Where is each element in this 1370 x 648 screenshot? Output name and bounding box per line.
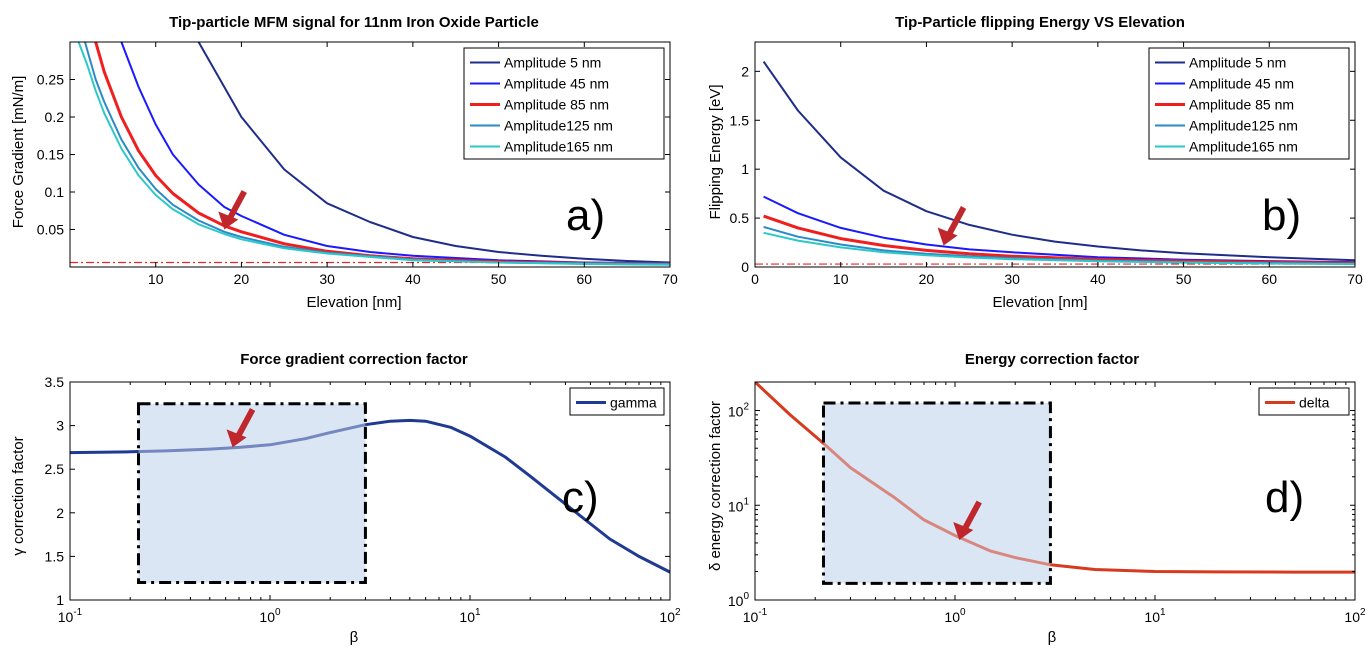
series-line-1 xyxy=(762,61,1355,262)
y-tick-label: 100 xyxy=(728,591,750,609)
y-tick-label: 1 xyxy=(56,592,64,608)
y-tick-label: 1.5 xyxy=(45,548,65,564)
x-tick-label: 20 xyxy=(234,271,250,287)
legend-entry: Amplitude 5 nm xyxy=(504,55,601,71)
panel-d-title: Energy correction factor xyxy=(965,351,1139,368)
panel-b-title: Tip-Particle flipping Energy VS Elevatio… xyxy=(895,14,1185,31)
x-tick-label: 70 xyxy=(1347,271,1363,287)
panel-c: Force gradient correction factor 10-1 100… xyxy=(10,351,681,646)
annotation-arrow-head xyxy=(953,521,974,540)
panel-c-label: c) xyxy=(562,473,599,522)
panel-a-ylabel: Force Gradient [mN/m] xyxy=(10,76,27,229)
x-tick-label: 70 xyxy=(662,271,678,287)
y-tick-label: 0.25 xyxy=(37,72,64,88)
annotation-arrow-shaft xyxy=(227,190,247,219)
axes-frame xyxy=(754,41,1356,268)
panel-a-label: a) xyxy=(566,191,605,240)
x-tick-label: 60 xyxy=(1261,271,1277,287)
legend-entry: Amplitude 85 nm xyxy=(1189,97,1294,113)
x-tick-label: 10 xyxy=(833,271,849,287)
panel-a-xlabel: Elevation [nm] xyxy=(306,294,401,311)
annotation-arrow-shaft xyxy=(962,500,982,530)
series-line-5 xyxy=(77,42,670,266)
x-tick-label: 102 xyxy=(659,607,681,625)
series-line-5 xyxy=(763,231,1355,266)
x-tick-label: 40 xyxy=(405,271,421,287)
panel-a-plot-area: 10 20 30 40 50 60 70 0.05 0.1 0.15 0.2 0.25 Amplitud… xyxy=(37,41,678,287)
panel-d-xlabel: β xyxy=(1048,629,1057,646)
y-tick-label: 102 xyxy=(728,402,750,420)
legend-entry: Amplitude125 nm xyxy=(1189,118,1298,134)
y-tick-label: 101 xyxy=(728,496,750,514)
panel-a-title: Tip-particle MFM signal for 11nm Iron Ox… xyxy=(169,14,539,31)
legend-entry: Amplitude 45 nm xyxy=(1189,76,1294,92)
y-tick-label: 2 xyxy=(56,505,64,521)
panel-b: Tip-Particle flipping Energy VS Elevatio… xyxy=(707,14,1363,311)
x-tick-label: 30 xyxy=(319,271,335,287)
x-tick-label: 10-1 xyxy=(58,607,83,625)
legend-entry: Amplitude165 nm xyxy=(1189,139,1298,155)
y-tick-label: 0.1 xyxy=(45,184,65,200)
legend-entry: Amplitude 45 nm xyxy=(504,76,609,92)
panel-d-label: d) xyxy=(1265,473,1304,522)
y-tick-label: 1.5 xyxy=(730,112,750,128)
y-tick-label: 0.15 xyxy=(37,147,64,163)
x-tick-label: 60 xyxy=(576,271,592,287)
series-line-1 xyxy=(755,382,1355,574)
panel-c-ylabel: γ correction factor xyxy=(10,436,27,555)
panel-b-plot-area: 0 10 20 30 40 50 60 70 0 0.5 1 1.5 2 Amplitude 5 nm Am… xyxy=(730,41,1363,287)
legend-entry: Amplitude 85 nm xyxy=(504,97,609,113)
x-tick-label: 20 xyxy=(919,271,935,287)
x-tick-label: 10-1 xyxy=(743,607,768,625)
x-tick-label: 50 xyxy=(1176,271,1192,287)
highlight-box-border xyxy=(136,402,367,585)
annotation-arrow-head xyxy=(218,211,239,230)
legend-entry: Amplitude165 nm xyxy=(504,139,613,155)
panel-c-title: Force gradient correction factor xyxy=(240,351,468,368)
x-tick-label: 50 xyxy=(491,271,507,287)
highlight-box xyxy=(823,403,1051,584)
y-tick-label: 0.05 xyxy=(37,222,64,238)
panel-d: Energy correction factor 10-1 100 101 10210… xyxy=(707,351,1366,646)
axes-frame xyxy=(69,381,671,601)
series-line-1 xyxy=(70,418,670,574)
x-tick-label: 101 xyxy=(459,607,481,625)
x-tick-label: 100 xyxy=(944,607,966,625)
y-tick-label: 3.5 xyxy=(45,374,65,390)
annotation-arrow-shaft xyxy=(235,407,256,437)
legend-entry: gamma xyxy=(610,395,657,411)
x-tick-label: 102 xyxy=(1344,607,1366,625)
y-tick-label: 1 xyxy=(741,161,749,177)
y-tick-label: 0.2 xyxy=(45,109,65,125)
x-tick-label: 101 xyxy=(1144,607,1166,625)
annotation-arrow-head xyxy=(226,429,247,448)
panel-a: Tip-particle MFM signal for 11nm Iron Ox… xyxy=(10,14,678,311)
highlight-box-border xyxy=(821,401,1052,585)
x-tick-label: 30 xyxy=(1004,271,1020,287)
axes-frame xyxy=(754,381,1356,601)
panel-c-plot-area: 10-1 100 101 102 1 1.5 2 2.5 3 3.5 gamma xyxy=(45,374,681,625)
x-tick-label: 0 xyxy=(751,271,759,287)
x-tick-label: 100 xyxy=(259,607,281,625)
panel-c-xlabel: β xyxy=(350,629,359,646)
legend-entry: Amplitude125 nm xyxy=(504,118,613,134)
y-tick-label: 0 xyxy=(741,259,749,275)
y-tick-label: 0.5 xyxy=(730,210,750,226)
annotation-arrow-head xyxy=(937,227,958,246)
legend-entry: Amplitude 5 nm xyxy=(1189,55,1286,71)
y-tick-label: 3 xyxy=(56,418,64,434)
series-line-1 xyxy=(196,42,670,264)
legend-entry: delta xyxy=(1299,395,1330,411)
panel-b-xlabel: Elevation [nm] xyxy=(992,294,1087,311)
panel-d-ylabel: δ energy correction factor xyxy=(707,401,724,571)
panel-b-ylabel: Flipping Energy [eV] xyxy=(707,84,724,219)
panel-b-label: b) xyxy=(1262,191,1301,240)
x-tick-label: 10 xyxy=(148,271,164,287)
y-tick-label: 2 xyxy=(741,63,749,79)
annotation-arrow-shaft xyxy=(946,206,967,235)
x-tick-label: 40 xyxy=(1090,271,1106,287)
y-tick-label: 2.5 xyxy=(45,461,65,477)
